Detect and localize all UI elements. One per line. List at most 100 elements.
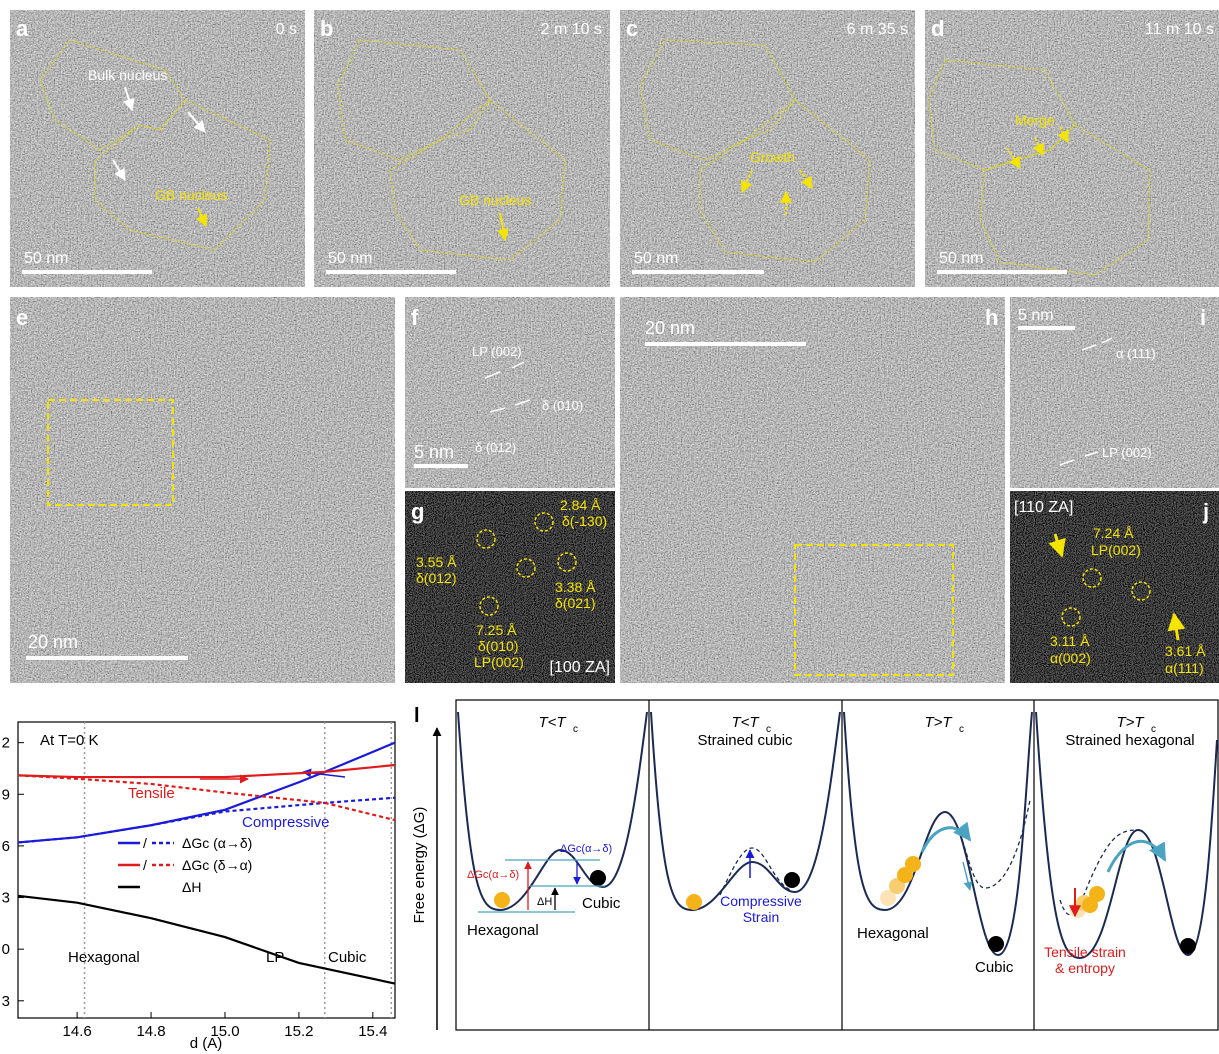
micrograph (925, 10, 1219, 287)
panel-label: a (16, 16, 29, 41)
panel-label: d (931, 16, 944, 41)
note: 7.24 Å (1093, 525, 1134, 541)
axis-label: Free energy (ΔG) (411, 807, 428, 924)
note: Merge (1015, 112, 1055, 128)
panel-label: e (16, 305, 28, 330)
note: 2.84 Å (560, 497, 601, 513)
figure: a 0 s Bulk nucleus GB nucleus 50 nm b 2 … (0, 0, 1219, 1054)
condition-sub: c (959, 724, 964, 735)
legend-separator: / (143, 857, 147, 873)
y-tick-label: 0 (2, 941, 10, 958)
condition: T<T (538, 714, 567, 731)
condition: T>T (924, 714, 953, 731)
annotation: At T=0 K (40, 732, 99, 749)
y-tick-label: 9 (2, 786, 10, 803)
micrograph (620, 297, 1005, 683)
scale-label: 50 nm (328, 250, 372, 267)
ball (590, 870, 606, 886)
legend-separator: / (143, 835, 147, 851)
note: δ(012) (416, 570, 456, 586)
time: 2 m 10 s (541, 21, 602, 38)
panel-b: b 2 m 10 s GB nucleus 50 nm (314, 10, 610, 287)
x-tick-label: 15.0 (210, 1023, 239, 1040)
panel-h: 20 nm h (620, 297, 1005, 683)
panel-f: f LP (002) δ (010) δ (012) 5 nm (405, 297, 615, 488)
note: ΔGc(α→δ) (467, 869, 519, 881)
note: LP(002) (474, 654, 524, 670)
note: Cubic (975, 959, 1014, 976)
panel-g: g 2.84 Å δ(-130) 3.55 Å δ(012) 3.38 Å δ(… (405, 491, 615, 683)
scale-label: 50 nm (939, 250, 983, 267)
panel-label: g (411, 499, 424, 524)
note: LP(002) (1091, 542, 1141, 558)
panel-label: c (626, 16, 638, 41)
micrograph (314, 10, 610, 287)
note: α(002) (1050, 650, 1091, 666)
panel-label: j (1202, 499, 1209, 524)
panel-d: d 11 m 10 s Merge 50 nm (925, 10, 1219, 287)
scale-label: 20 nm (28, 632, 78, 652)
note: Compressive (720, 893, 802, 909)
legend-label: ΔH (182, 879, 201, 895)
scale-label: 5 nm (414, 442, 454, 462)
energy-curve (844, 712, 1032, 955)
note: δ(-130) (562, 513, 607, 529)
legend-label: ΔGc (α→δ) (182, 835, 252, 851)
chart: At T=0 K Tensile Compressive Hexagonal L… (2, 722, 395, 1052)
panel-j: [110 ZA] j 7.24 Å LP(002) 3.11 Å α(002) … (1010, 491, 1219, 683)
panel-e: e 20 nm (10, 297, 395, 683)
scale-label: 20 nm (645, 318, 695, 338)
strained-curve (720, 848, 790, 895)
note: LP (002) (1102, 445, 1152, 460)
condition: T>T (1116, 714, 1145, 731)
panel-l: l Free energy (ΔG) T<T c T<T c Strained … (411, 700, 1218, 1030)
note: 3.38 Å (555, 579, 596, 595)
ball (784, 872, 800, 888)
scale-label: 5 nm (1018, 307, 1054, 324)
note: & entropy (1055, 960, 1115, 976)
frame (456, 700, 1218, 1030)
x-tick-label: 14.6 (63, 1023, 92, 1040)
note: α (111) (1116, 346, 1156, 361)
note: GB nucleus (155, 187, 227, 203)
note: Cubic (582, 895, 621, 912)
y-tick-label: 2 (2, 735, 10, 752)
note: 3.55 Å (416, 554, 457, 570)
note: LP (002) (472, 344, 522, 359)
panel-label: h (985, 305, 998, 330)
ball (905, 856, 921, 872)
note: Tensile strain (1044, 944, 1126, 960)
y-tick-label: 3 (2, 890, 10, 907)
note: ΔGc(α→δ) (560, 843, 612, 855)
annotation: Hexagonal (68, 949, 140, 966)
micrograph (10, 297, 395, 683)
time: 6 m 35 s (847, 21, 908, 38)
note: δ (010) (542, 398, 583, 413)
annotation: Cubic (328, 949, 367, 966)
state-title: Strained cubic (697, 732, 793, 749)
note: δ(010) (478, 638, 518, 654)
x-tick-label: 15.2 (284, 1023, 313, 1040)
scale-label: 50 nm (634, 250, 678, 267)
micrograph (10, 10, 305, 287)
note: 7.25 Å (476, 622, 517, 638)
x-tick-label: 15.4 (358, 1023, 387, 1040)
ball (494, 892, 510, 908)
panel-c: c 6 m 35 s Growth 50 nm (620, 10, 915, 287)
condition: T<T (731, 714, 760, 731)
panel-label: l (414, 705, 420, 727)
panel-label: b (320, 16, 333, 41)
ball (988, 936, 1004, 952)
note: Growth (750, 149, 795, 165)
x-tick-label: 14.8 (136, 1023, 165, 1040)
series-line (18, 743, 395, 843)
strained-curve (950, 800, 1030, 888)
zone-axis: [110 ZA] (1014, 499, 1073, 516)
note: δ (012) (475, 440, 516, 455)
condition-sub: c (573, 724, 578, 735)
note: ΔH (537, 896, 552, 908)
annotation: Tensile (128, 785, 175, 802)
note: 3.61 Å (1165, 643, 1206, 659)
note: GB nucleus (459, 192, 531, 208)
strained-curve (1060, 830, 1138, 915)
